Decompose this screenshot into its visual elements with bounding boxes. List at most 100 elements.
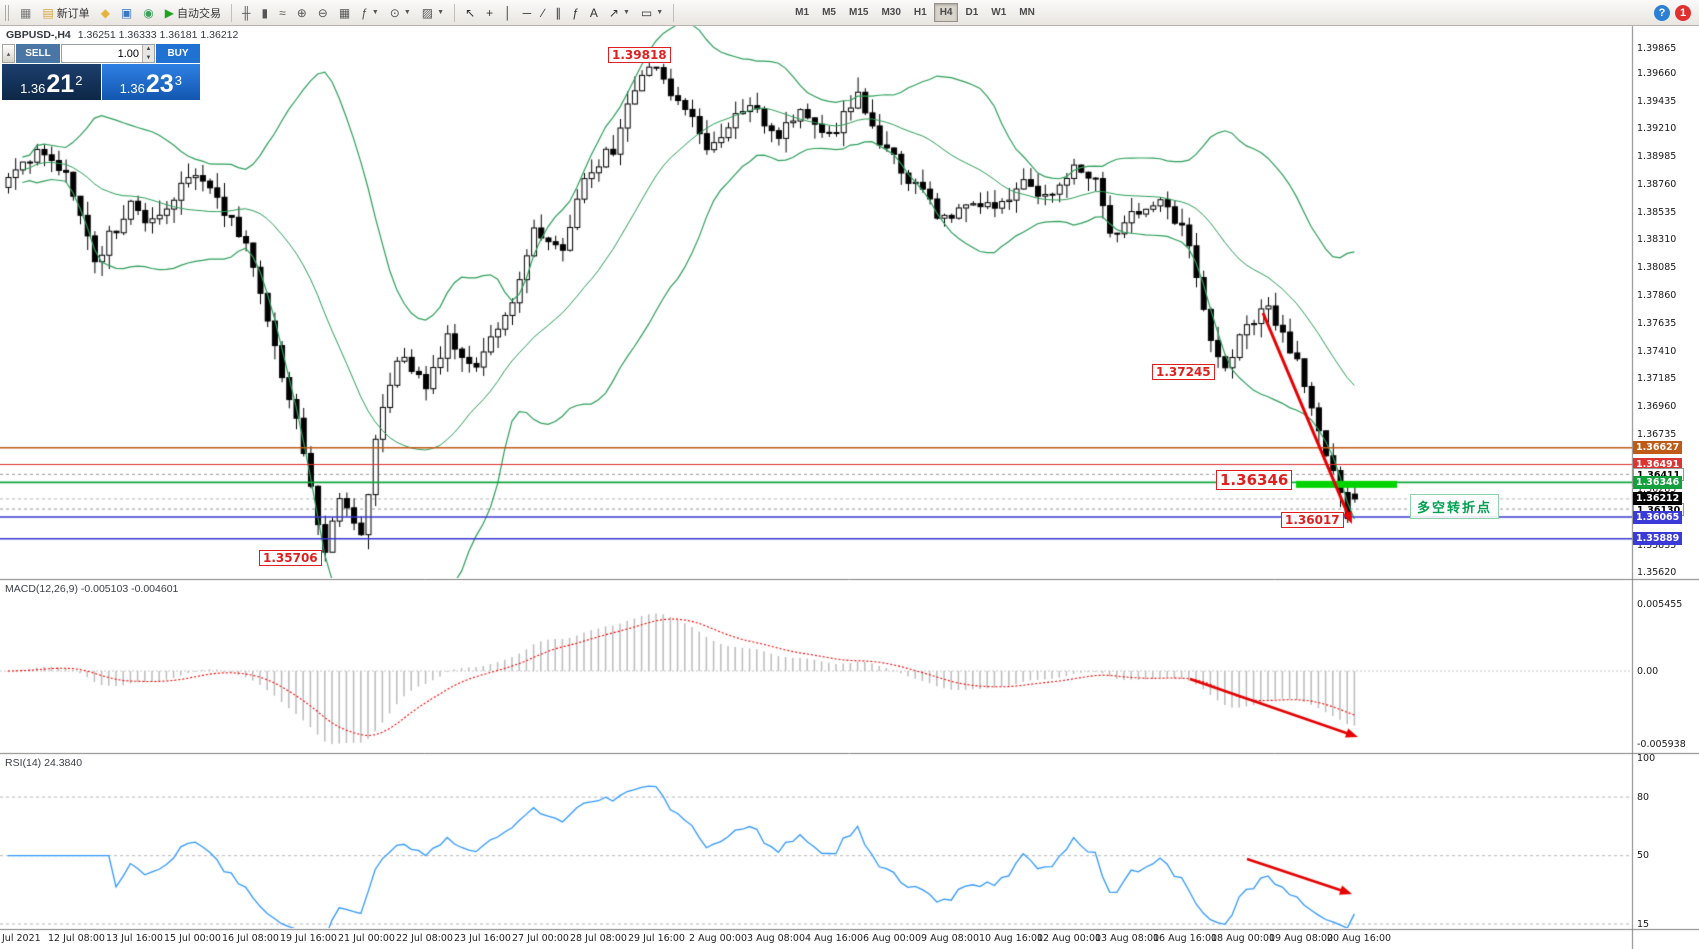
toolbar-right: ? 1 xyxy=(1654,4,1695,21)
sell-button[interactable]: SELL xyxy=(16,44,60,63)
price-scale-label: 1.37185 xyxy=(1637,373,1677,385)
cursor-button[interactable]: ↖ xyxy=(460,2,480,23)
text-label-button[interactable]: A xyxy=(585,2,603,23)
time-axis-label: 2 Aug 00:00 xyxy=(689,933,748,944)
time-axis-label: 6 Aug 00:00 xyxy=(863,933,922,944)
strategy-tester-button[interactable]: ◉ xyxy=(138,2,158,23)
periods-menu-icon: ⊙ xyxy=(389,5,400,20)
zoom-out-icon: ⊖ xyxy=(317,5,328,20)
vertical-line-button[interactable]: │ xyxy=(499,2,517,23)
rsi-scale-label: 80 xyxy=(1637,791,1650,803)
zoom-in-button[interactable]: ⊕ xyxy=(292,2,312,23)
price-scale-label: 1.36285 xyxy=(1637,484,1677,496)
price-scale-label: 1.35620 xyxy=(1637,566,1677,578)
toolbar-group-objects: ↖ + │ ─ ∕ ∥ ƒ A ↗ ▼ ▭ ▼ xyxy=(460,2,668,23)
timeframe-m1-button[interactable]: M1 xyxy=(795,7,810,18)
buy-price-button[interactable]: 1.36 23 3 xyxy=(101,64,200,100)
price-scale-label: 1.38985 xyxy=(1637,151,1677,163)
timeframe-w1-button[interactable]: W1 xyxy=(991,7,1007,18)
macd-scale-label: 0.00 xyxy=(1637,665,1659,677)
timeframe-d1-button[interactable]: D1 xyxy=(965,7,979,18)
price-tag: 1.36212 xyxy=(1633,492,1683,506)
time-axis-label: 19 Jul 16:00 xyxy=(280,933,337,944)
market-watch-button[interactable]: ▣ xyxy=(116,2,137,23)
crosshair-button[interactable]: + xyxy=(481,2,498,23)
quote-panel-collapse-button[interactable]: ▴ xyxy=(2,44,15,63)
shapes-button[interactable]: ▭ ▼ xyxy=(636,2,668,23)
fibonacci-retracement-icon: ƒ xyxy=(572,5,579,20)
buy-price-pips: 23 xyxy=(145,70,174,98)
price-callout[interactable]: 1.39818 xyxy=(608,47,671,63)
price-scale-label: 1.35835 xyxy=(1637,539,1677,551)
volume-up-button[interactable]: ▲ xyxy=(142,45,154,54)
bar-chart-button[interactable]: ╫ xyxy=(237,2,256,23)
new-order-icon: ▤ xyxy=(42,5,54,20)
volume-input[interactable] xyxy=(62,45,142,62)
indicators-button[interactable]: ƒ ▼ xyxy=(356,2,384,23)
timeframe-m5-button[interactable]: M5 xyxy=(822,7,836,18)
buy-price-point: 3 xyxy=(174,73,182,88)
metaeditor-button[interactable]: ◆ xyxy=(96,2,115,23)
sell-price-button[interactable]: 1.36 21 2 xyxy=(2,64,101,100)
price-scale-label: 1.38310 xyxy=(1637,234,1677,246)
horizontal-line-button[interactable]: ─ xyxy=(518,2,537,23)
price-callout[interactable]: 1.36346 xyxy=(1216,470,1293,490)
shapes-icon: ▭ xyxy=(640,5,653,20)
time-axis-label: 15 Jul 00:00 xyxy=(164,933,221,944)
equidistant-channel-button[interactable]: ∥ xyxy=(550,2,566,23)
timeframe-h4-button[interactable]: H4 xyxy=(933,3,959,22)
chevron-down-icon: ▼ xyxy=(371,9,379,16)
price-scale-label: 1.38760 xyxy=(1637,178,1677,190)
notification-badge-button[interactable]: 1 xyxy=(1675,4,1691,21)
timeframe-m15-button[interactable]: M15 xyxy=(848,7,869,18)
fibonacci-retracement-button[interactable]: ƒ xyxy=(567,2,584,23)
help-button[interactable]: ? xyxy=(1654,4,1670,21)
time-axis-label: 22 Jul 08:00 xyxy=(396,933,453,944)
rsi-scale-label: 50 xyxy=(1637,850,1650,862)
new-order-button[interactable]: ▤ 新订单 xyxy=(37,2,94,23)
periods-menu-button[interactable]: ⊙ ▼ xyxy=(385,2,416,23)
tile-windows-button[interactable]: ▦ xyxy=(334,2,355,23)
time-axis-label: 27 Jul 00:00 xyxy=(512,933,569,944)
price-scale-label: 1.39660 xyxy=(1637,67,1677,79)
arrow-objects-icon: ↗ xyxy=(608,5,619,20)
line-chart-button[interactable]: ≈ xyxy=(274,2,291,23)
macd-scale-label: -0.005938 xyxy=(1637,738,1686,750)
price-callout[interactable]: 1.35706 xyxy=(259,550,322,566)
timeframe-m30-button[interactable]: M30 xyxy=(881,7,901,18)
new-order-label: 新订单 xyxy=(56,7,90,20)
vertical-line-icon: │ xyxy=(504,5,512,20)
time-axis-label: 12 Aug 00:00 xyxy=(1037,933,1102,944)
price-callout[interactable]: 1.36017 xyxy=(1281,512,1344,528)
templates-icon: ▨ xyxy=(421,5,434,20)
timeframe-h1-button[interactable]: H1 xyxy=(913,7,927,18)
timeframe-mn-button[interactable]: MN xyxy=(1019,7,1035,18)
candlestick-chart-button[interactable]: ▮ xyxy=(257,2,274,23)
arrow-objects-button[interactable]: ↗ ▼ xyxy=(604,2,635,23)
turning-point-annotation[interactable]: 多空转折点 xyxy=(1410,494,1500,519)
toolbar-group-timeframes: M1 M5 M15 M30 H1 H4 D1 W1 MN xyxy=(789,3,1041,22)
volume-spinner: ▲ ▼ xyxy=(142,45,154,62)
text-label-icon: A xyxy=(589,5,598,20)
toolbar-grip[interactable] xyxy=(5,4,9,21)
new-chart-button[interactable]: ▦ xyxy=(15,2,36,23)
templates-button[interactable]: ▨ ▼ xyxy=(417,2,449,23)
equidistant-channel-icon: ∥ xyxy=(555,5,562,20)
toolbar-separator xyxy=(673,3,675,22)
price-scale-label: 1.37410 xyxy=(1637,345,1677,357)
trendline-button[interactable]: ∕ xyxy=(537,2,549,23)
price-scale-label: 1.36735 xyxy=(1637,428,1677,440)
auto-trading-button[interactable]: ▶ 自动交易 xyxy=(160,2,226,23)
buy-button[interactable]: BUY xyxy=(156,44,200,63)
price-tag: 1.35889 xyxy=(1633,532,1683,546)
price-scale-label: 1.36960 xyxy=(1637,401,1677,413)
price-callout[interactable]: 1.37245 xyxy=(1152,364,1215,380)
price-scale-label: 1.38085 xyxy=(1637,262,1677,274)
volume-down-button[interactable]: ▼ xyxy=(142,53,154,62)
indicators-icon: ƒ xyxy=(361,5,368,20)
price-tag: 1.36346 xyxy=(1633,475,1683,489)
zoom-out-button[interactable]: ⊖ xyxy=(313,2,333,23)
